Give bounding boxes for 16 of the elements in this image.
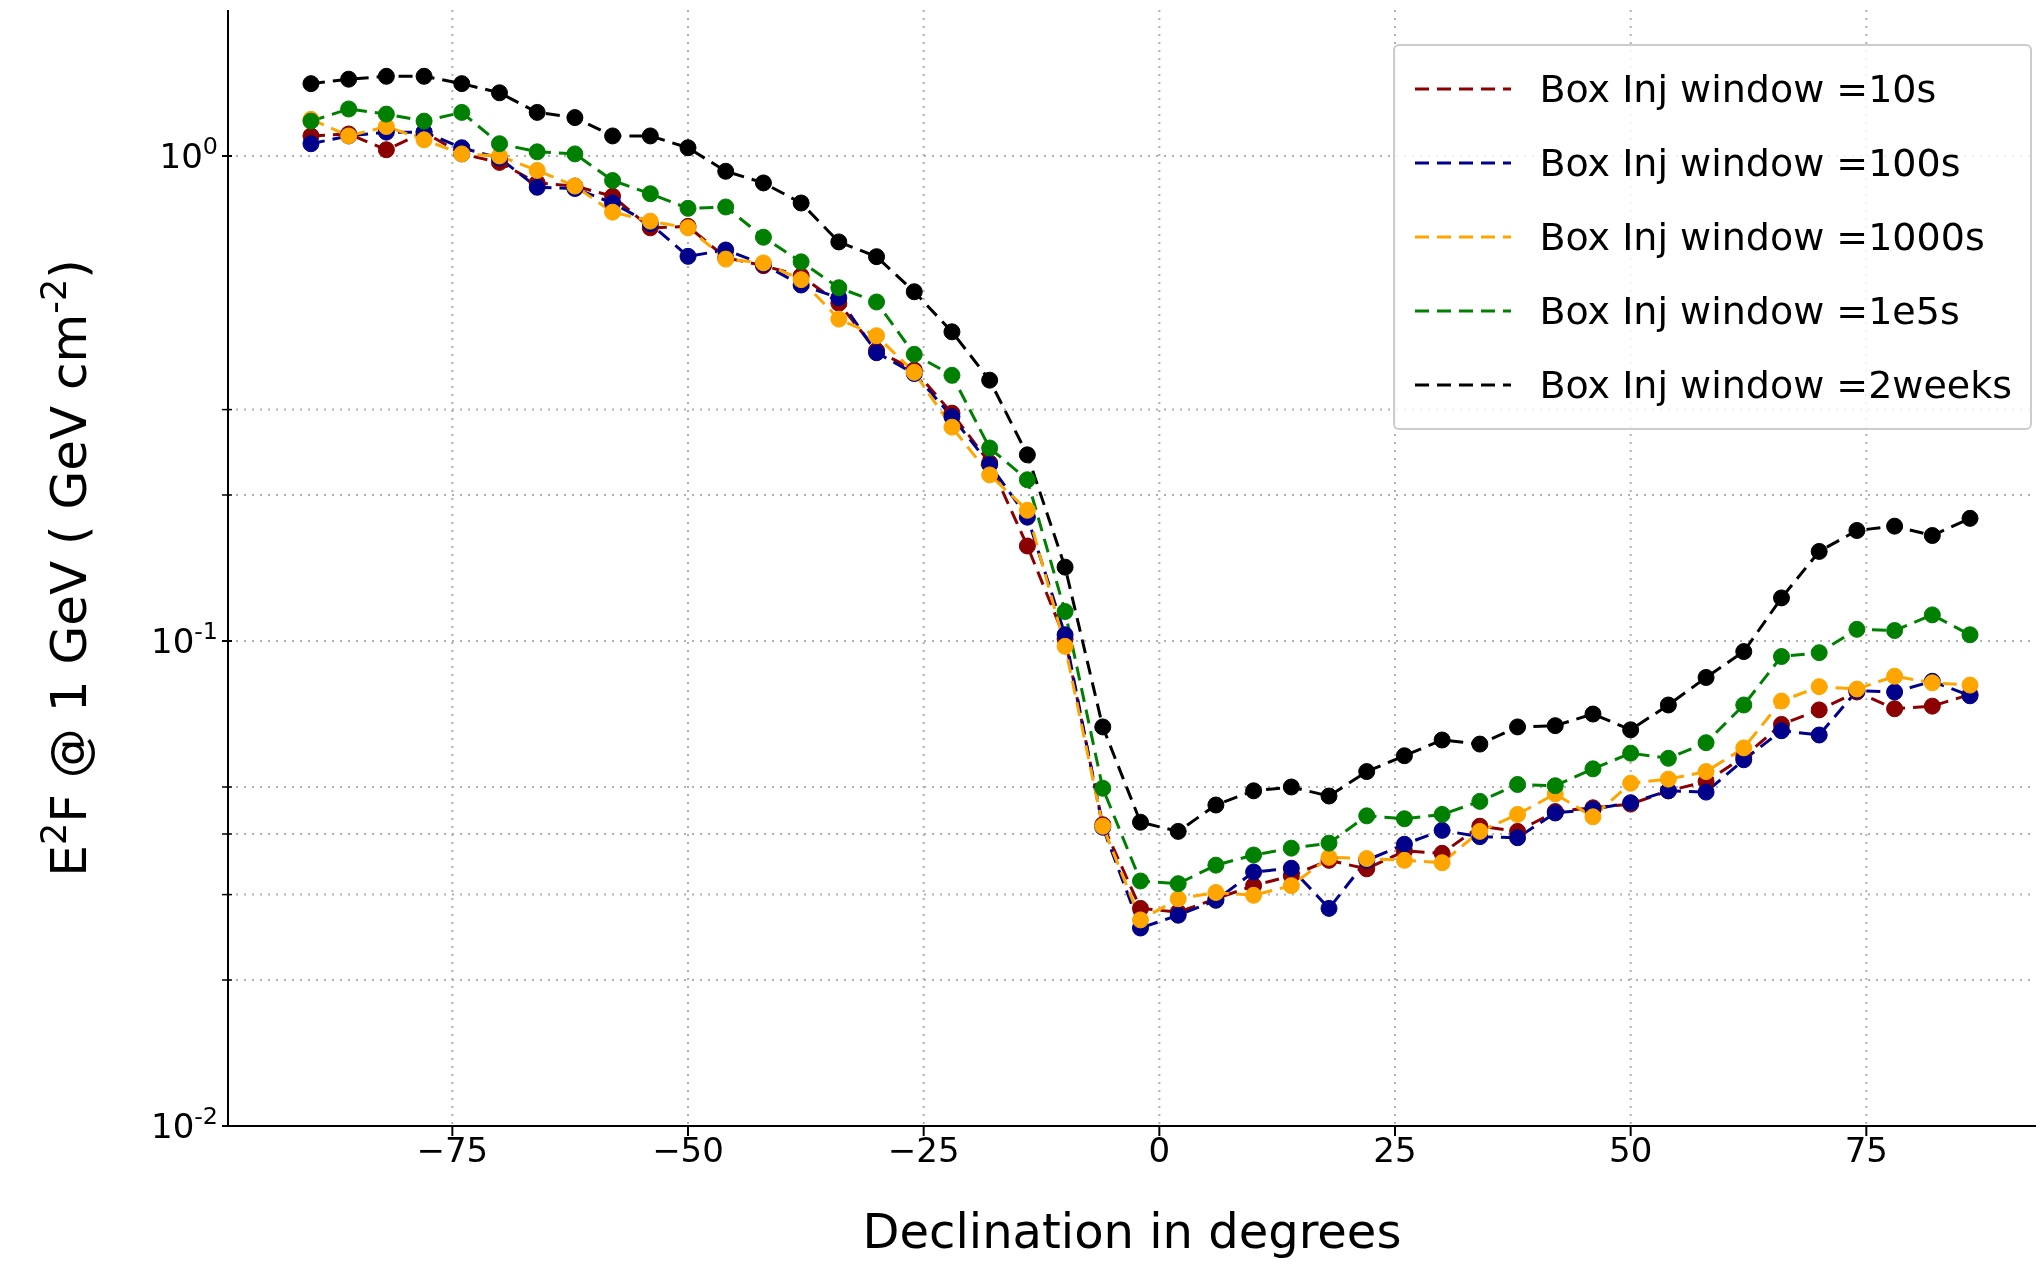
y-tick-label: 10$^{-2}$ <box>151 1101 218 1146</box>
legend-label: Box Inj window =10s <box>1539 67 1937 111</box>
legend-label: Box Inj window =2weeks <box>1539 363 2012 407</box>
x-tick-label: 75 <box>1844 1130 1888 1171</box>
x-tick-label: 25 <box>1373 1130 1417 1171</box>
legend-label: Box Inj window =1000s <box>1539 215 1985 259</box>
legend-label: Box Inj window =100s <box>1539 141 1961 185</box>
x-tick-label: −25 <box>887 1130 960 1171</box>
x-tick-label: 0 <box>1148 1130 1171 1171</box>
x-tick-label: 50 <box>1609 1130 1653 1171</box>
x-axis-title: Declination in degrees <box>862 1203 1402 1259</box>
x-tick-label: −50 <box>652 1130 724 1171</box>
y-tick-label: 10$^{-1}$ <box>151 616 218 661</box>
legend-label: Box Inj window =1e5s <box>1539 289 1960 333</box>
x-tick-label: −75 <box>416 1130 489 1171</box>
y-tick-label: 10$^{0}$ <box>159 131 218 176</box>
